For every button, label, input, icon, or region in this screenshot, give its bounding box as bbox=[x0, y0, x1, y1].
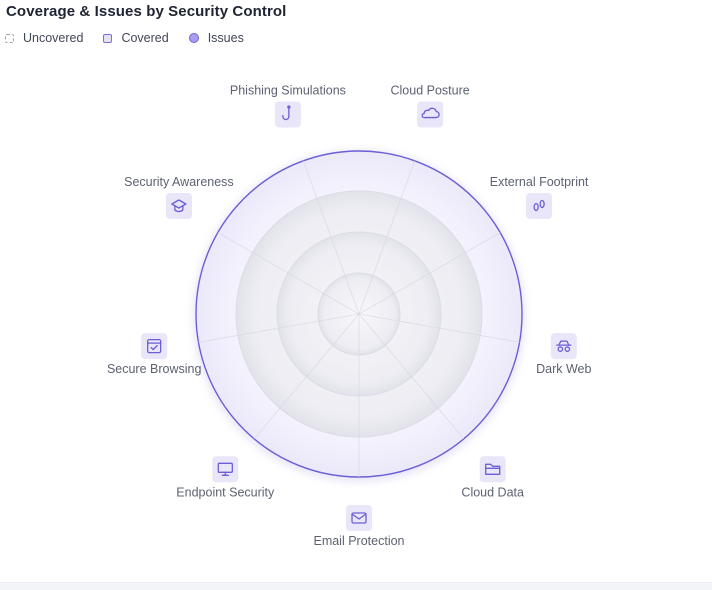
radar-axis-7 bbox=[198, 313, 360, 343]
legend-item-issues[interactable]: Issues bbox=[188, 31, 244, 45]
chart-legend: Uncovered Covered Issues bbox=[5, 31, 264, 45]
category-label: Dark Web bbox=[536, 362, 591, 376]
monitor-icon bbox=[212, 456, 239, 483]
category-label: Email Protection bbox=[313, 534, 404, 548]
category-security-awareness[interactable]: Security Awareness bbox=[124, 175, 234, 219]
legend-item-uncovered[interactable]: Uncovered bbox=[5, 31, 83, 45]
category-label: Security Awareness bbox=[124, 175, 234, 189]
graduation-cap-icon bbox=[165, 193, 192, 219]
chart-title: Coverage & Issues by Security Control bbox=[6, 3, 287, 20]
cloud-icon bbox=[417, 101, 444, 128]
category-cloud-data[interactable]: Cloud Data bbox=[461, 456, 524, 499]
category-endpoint-security[interactable]: Endpoint Security bbox=[176, 456, 275, 499]
category-label: External Footprint bbox=[490, 175, 589, 189]
category-external-footprint[interactable]: External Footprint bbox=[490, 175, 589, 219]
browser-check-icon bbox=[141, 333, 168, 360]
category-label: Secure Browsing bbox=[107, 362, 202, 376]
legend-swatch-covered bbox=[103, 33, 113, 43]
category-secure-browsing[interactable]: Secure Browsing bbox=[107, 333, 202, 376]
legend-label-issues: Issues bbox=[207, 31, 244, 45]
radar-axis-9 bbox=[302, 160, 360, 315]
category-label: Endpoint Security bbox=[176, 485, 275, 499]
radar-axis-4 bbox=[358, 313, 465, 440]
legend-item-covered[interactable]: Covered bbox=[103, 31, 169, 45]
radar-axes bbox=[198, 160, 520, 477]
radar-axis-1 bbox=[358, 160, 416, 315]
legend-label-covered: Covered bbox=[121, 31, 169, 45]
category-email-protection[interactable]: Email Protection bbox=[313, 505, 405, 548]
radar-axis-3 bbox=[358, 313, 520, 343]
category-label: Phishing Simulations bbox=[230, 84, 346, 98]
radar-axis-2 bbox=[358, 232, 501, 315]
legend-swatch-issues bbox=[188, 33, 199, 43]
envelope-icon bbox=[346, 505, 372, 531]
folder-icon bbox=[479, 456, 506, 483]
radar-axis-8 bbox=[217, 232, 360, 315]
radar-category-labels: Cloud Posture External Footprint Dark Web C… bbox=[107, 84, 592, 549]
category-label: Cloud Data bbox=[461, 485, 524, 499]
category-cloud-posture[interactable]: Cloud Posture bbox=[390, 84, 470, 128]
legend-swatch-uncovered bbox=[5, 33, 14, 43]
category-label: Cloud Posture bbox=[390, 84, 469, 98]
radar-axis-6 bbox=[253, 313, 360, 440]
legend-label-uncovered: Uncovered bbox=[23, 31, 84, 45]
spy-glasses-icon bbox=[550, 333, 577, 360]
category-phishing-simulations[interactable]: Phishing Simulations bbox=[230, 84, 346, 128]
fishhook-icon bbox=[274, 101, 301, 128]
footprints-icon bbox=[526, 193, 553, 219]
category-dark-web[interactable]: Dark Web bbox=[536, 333, 592, 376]
footer-strip bbox=[0, 582, 712, 590]
